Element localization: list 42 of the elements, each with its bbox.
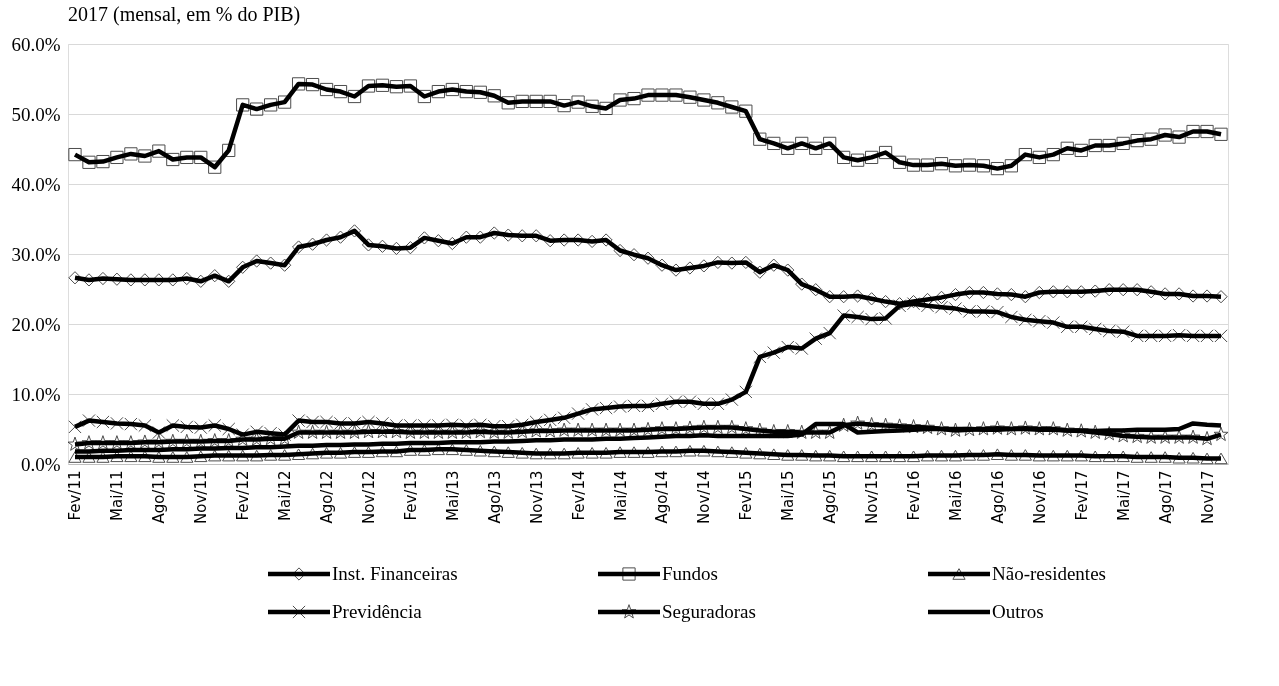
x-tick-label: Mai/13 [443, 470, 462, 521]
y-tick-label: 40.0% [11, 173, 61, 195]
x-tick-label: Ago/12 [318, 470, 337, 524]
legend-label: Inst. Financeiras [332, 563, 458, 584]
legend-label: Fundos [662, 563, 718, 584]
x-tick-label: Nov/13 [527, 470, 546, 524]
x-tick-label: Nov/16 [1030, 470, 1049, 524]
x-tick-label: Nov/15 [863, 470, 882, 524]
x-tick-label: Ago/13 [485, 470, 504, 524]
x-tick-label: Fev/14 [569, 470, 588, 521]
x-tick-label: Fev/17 [1072, 470, 1091, 521]
chart-title: 2017 (mensal, em % do PIB) [68, 3, 301, 26]
x-tick-label: Mai/14 [611, 470, 630, 521]
x-tick-label: Nov/17 [1198, 470, 1217, 524]
x-tick-label: Mai/11 [108, 470, 127, 521]
x-tick-label: Mai/15 [779, 470, 798, 521]
x-tick-label: Mai/12 [276, 470, 295, 521]
x-tick-label: Mai/17 [1114, 470, 1133, 521]
x-tick-label: Fev/13 [401, 470, 420, 521]
x-tick-label: Fev/11 [66, 470, 85, 521]
x-tick-label: Ago/14 [653, 470, 672, 524]
x-tick-label: Fev/15 [737, 470, 756, 521]
legend-label: Seguradoras [662, 601, 756, 622]
x-tick-label: Nov/14 [695, 470, 714, 524]
x-tick-label: Fev/16 [905, 470, 924, 521]
legend-label: Não-residentes [992, 563, 1106, 584]
y-tick-label: 50.0% [11, 103, 61, 125]
x-tick-label: Nov/12 [359, 470, 378, 524]
y-tick-label: 60.0% [11, 33, 61, 55]
x-tick-label: Fev/12 [234, 470, 253, 521]
y-tick-label: 10.0% [11, 383, 61, 405]
x-tick-label: Nov/11 [192, 470, 211, 524]
x-tick-label: Ago/17 [1156, 470, 1175, 524]
x-tick-label: Ago/15 [821, 470, 840, 524]
y-tick-label: 20.0% [11, 313, 61, 335]
x-tick-label: Ago/11 [150, 470, 169, 524]
legend-label: Previdência [332, 601, 423, 622]
y-tick-label: 30.0% [11, 243, 61, 265]
x-tick-label: Mai/16 [946, 470, 965, 521]
legend-label: Outros [992, 601, 1044, 622]
y-tick-label: 0.0% [20, 453, 61, 475]
x-tick-label: Ago/16 [988, 470, 1007, 524]
